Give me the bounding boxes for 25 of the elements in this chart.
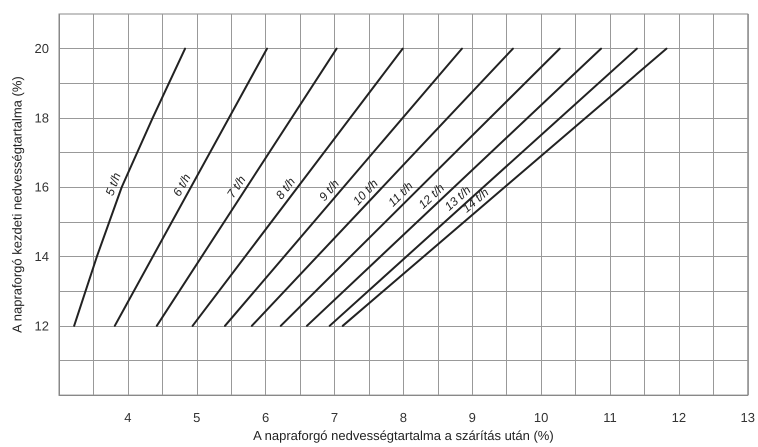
text: 6 t/h bbox=[170, 171, 194, 199]
text: 10 t/h bbox=[350, 176, 381, 208]
y-tick-label: 20 bbox=[34, 41, 49, 56]
y-tick-label: 12 bbox=[34, 318, 49, 334]
y-tick-label: 18 bbox=[34, 110, 49, 126]
x-tick-label: 13 bbox=[740, 410, 756, 426]
x-tick-label: 12 bbox=[672, 410, 686, 426]
text: 7 t/h bbox=[224, 172, 249, 200]
x-axis-title: A napraforgó nedvességtartalma a szárítás után (%) bbox=[253, 428, 554, 443]
y-tick-label: 14 bbox=[34, 249, 49, 264]
text: 12 t/h bbox=[416, 180, 448, 212]
x-tick-label: 9 bbox=[468, 410, 476, 426]
x-tick-label: 8 bbox=[400, 410, 407, 426]
x-tick-label: 10 bbox=[534, 410, 548, 426]
text: 9 t/h bbox=[316, 176, 342, 204]
text: 5 t/h bbox=[102, 170, 124, 198]
x-tick-label: 11 bbox=[603, 410, 617, 426]
x-tick-label: 5 bbox=[193, 410, 200, 426]
y-tick-label: 16 bbox=[34, 180, 49, 195]
x-tick-label: 4 bbox=[124, 410, 132, 426]
y-axis-title: A napraforgó kezdeti nedvességtartalma (%) bbox=[10, 76, 25, 333]
text: 8 t/h bbox=[272, 174, 298, 202]
x-tick-label: 7 bbox=[330, 410, 338, 426]
text: 11 t/h bbox=[385, 178, 416, 210]
x-tick-label: 6 bbox=[262, 410, 270, 426]
